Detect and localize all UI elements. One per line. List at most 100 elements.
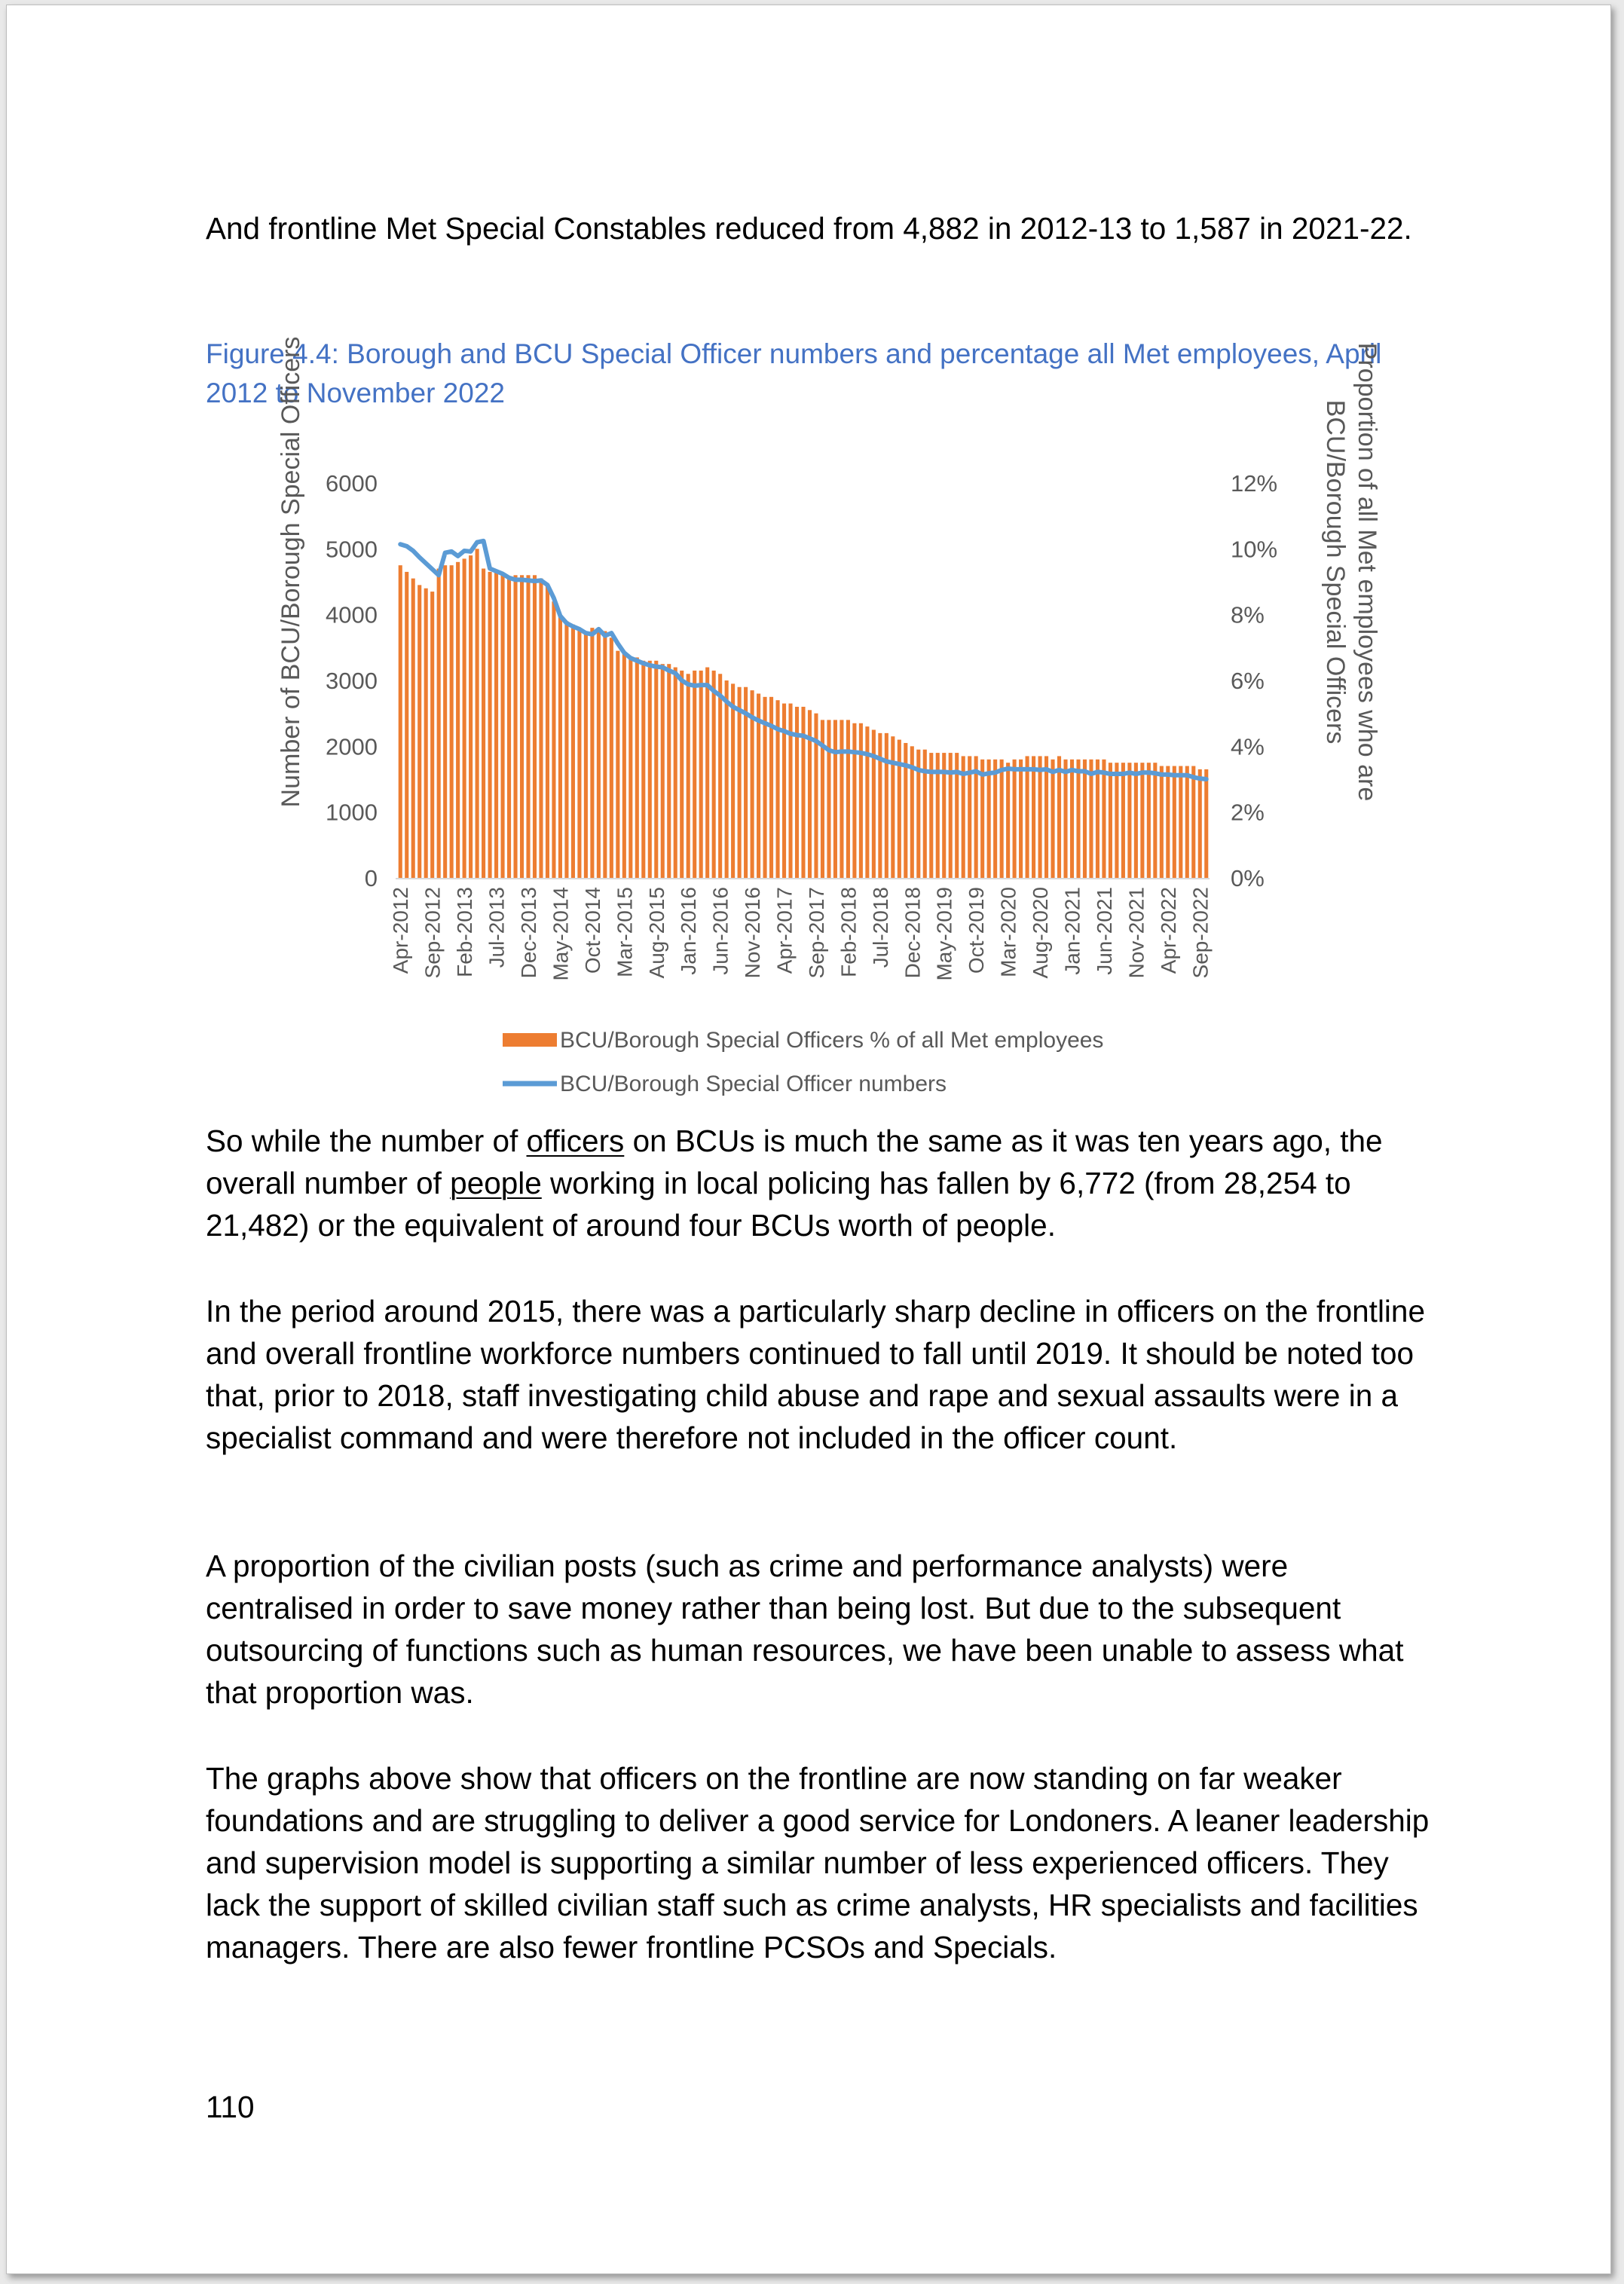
line-series-numbers <box>398 538 1209 781</box>
bar-4 <box>424 588 428 878</box>
x-tick-label: Jan-2021 <box>1061 887 1084 975</box>
bar-22 <box>539 578 543 878</box>
x-tick-label: Oct-2019 <box>965 887 988 974</box>
bar-16 <box>500 575 505 878</box>
bar-80 <box>910 746 914 878</box>
bar-87 <box>955 753 959 878</box>
bar-116 <box>1140 763 1145 878</box>
bar-51 <box>724 680 729 878</box>
bar-36 <box>628 657 633 878</box>
underlined-people: people <box>450 1166 542 1200</box>
bar-27 <box>570 624 575 878</box>
right-axis-title-line-1: Proportion of all Met employees who are <box>1353 343 1381 802</box>
paragraph-3: A proportion of the civilian posts (such… <box>206 1549 1404 1710</box>
bar-21 <box>532 575 537 878</box>
bar-121 <box>1172 766 1176 878</box>
bar-10 <box>462 558 466 878</box>
bar-86 <box>948 753 953 878</box>
left-tick-label: 5000 <box>326 536 378 562</box>
bar-55 <box>750 690 754 878</box>
bar-38 <box>641 660 646 878</box>
left-axis-title: Number of BCU/Borough Special Officers <box>277 337 305 808</box>
bar-13 <box>482 568 486 878</box>
bar-95 <box>1006 763 1011 878</box>
bar-2 <box>411 578 415 878</box>
bar-93 <box>993 759 998 878</box>
bar-83 <box>929 753 934 878</box>
bar-53 <box>737 686 742 878</box>
bar-54 <box>744 686 748 878</box>
x-tick-label: May-2014 <box>549 887 572 981</box>
x-tick-label: Dec-2013 <box>517 887 540 978</box>
bar-57 <box>763 696 767 878</box>
bar-124 <box>1191 766 1196 878</box>
bar-67 <box>827 720 831 878</box>
bar-63 <box>801 706 806 878</box>
bar-58 <box>769 696 774 878</box>
left-tick-label: 1000 <box>326 800 378 826</box>
bar-115 <box>1133 763 1138 878</box>
bar-112 <box>1115 763 1119 878</box>
bar-7 <box>443 565 448 878</box>
bar-12 <box>475 549 479 878</box>
bar-60 <box>781 703 787 878</box>
bar-73 <box>865 726 870 878</box>
bar-98 <box>1025 756 1029 878</box>
bar-series <box>398 549 1209 878</box>
bar-6 <box>436 568 441 878</box>
x-tick-label: Nov-2016 <box>741 887 764 978</box>
left-tick-label: 4000 <box>326 602 378 628</box>
bar-31 <box>596 628 601 878</box>
bar-24 <box>552 601 556 878</box>
bar-88 <box>961 756 965 878</box>
x-tick-label: Mar-2015 <box>613 887 636 977</box>
bar-56 <box>757 693 761 878</box>
bar-45 <box>686 674 690 878</box>
bar-37 <box>635 657 639 878</box>
right-tick-label: 8% <box>1231 602 1265 628</box>
bar-96 <box>1012 759 1017 878</box>
bar-14 <box>488 571 492 878</box>
bar-47 <box>699 670 703 878</box>
bar-68 <box>833 720 837 878</box>
bar-125 <box>1197 769 1202 878</box>
bar-107 <box>1082 759 1087 878</box>
x-tick-label: May-2019 <box>933 887 956 981</box>
left-tick-label: 2000 <box>326 733 378 760</box>
bar-122 <box>1179 766 1183 878</box>
bar-25 <box>558 614 562 878</box>
bar-119 <box>1159 766 1164 878</box>
paragraph-1-part-1: So while the number of <box>206 1124 527 1158</box>
bar-50 <box>718 674 723 878</box>
x-tick-label: Sep-2012 <box>421 887 445 978</box>
left-tick-label: 0 <box>365 865 378 891</box>
bar-105 <box>1069 759 1075 878</box>
bar-35 <box>622 654 626 878</box>
x-tick-label: Apr-2012 <box>389 887 412 974</box>
bar-46 <box>693 670 697 878</box>
bar-19 <box>519 575 525 878</box>
paragraph-2: In the period around 2015, there was a p… <box>206 1294 1425 1455</box>
bar-26 <box>564 621 569 878</box>
bar-81 <box>916 749 921 878</box>
bar-30 <box>590 628 595 878</box>
x-tick-label: Apr-2017 <box>773 887 797 974</box>
bar-61 <box>788 703 793 878</box>
underlined-officers: officers <box>526 1124 625 1158</box>
bar-62 <box>794 706 800 878</box>
bar-42 <box>667 664 671 878</box>
bar-89 <box>968 756 972 878</box>
bar-123 <box>1185 766 1189 878</box>
bar-3 <box>417 585 422 878</box>
bar-32 <box>603 631 607 878</box>
bar-59 <box>775 700 780 878</box>
bar-9 <box>456 561 460 878</box>
x-tick-label: Jul-2013 <box>485 887 509 968</box>
legend-label-line: BCU/Borough Special Officer numbers <box>560 1072 947 1096</box>
bar-108 <box>1089 759 1093 878</box>
x-axis-ticks: Apr-2012 Sep-2012 Feb-2013 Jul-2013 Dec-2013… <box>389 887 1212 981</box>
bar-84 <box>935 753 940 878</box>
bar-18 <box>513 575 518 878</box>
right-tick-label: 6% <box>1231 668 1265 694</box>
bar-65 <box>814 713 818 878</box>
